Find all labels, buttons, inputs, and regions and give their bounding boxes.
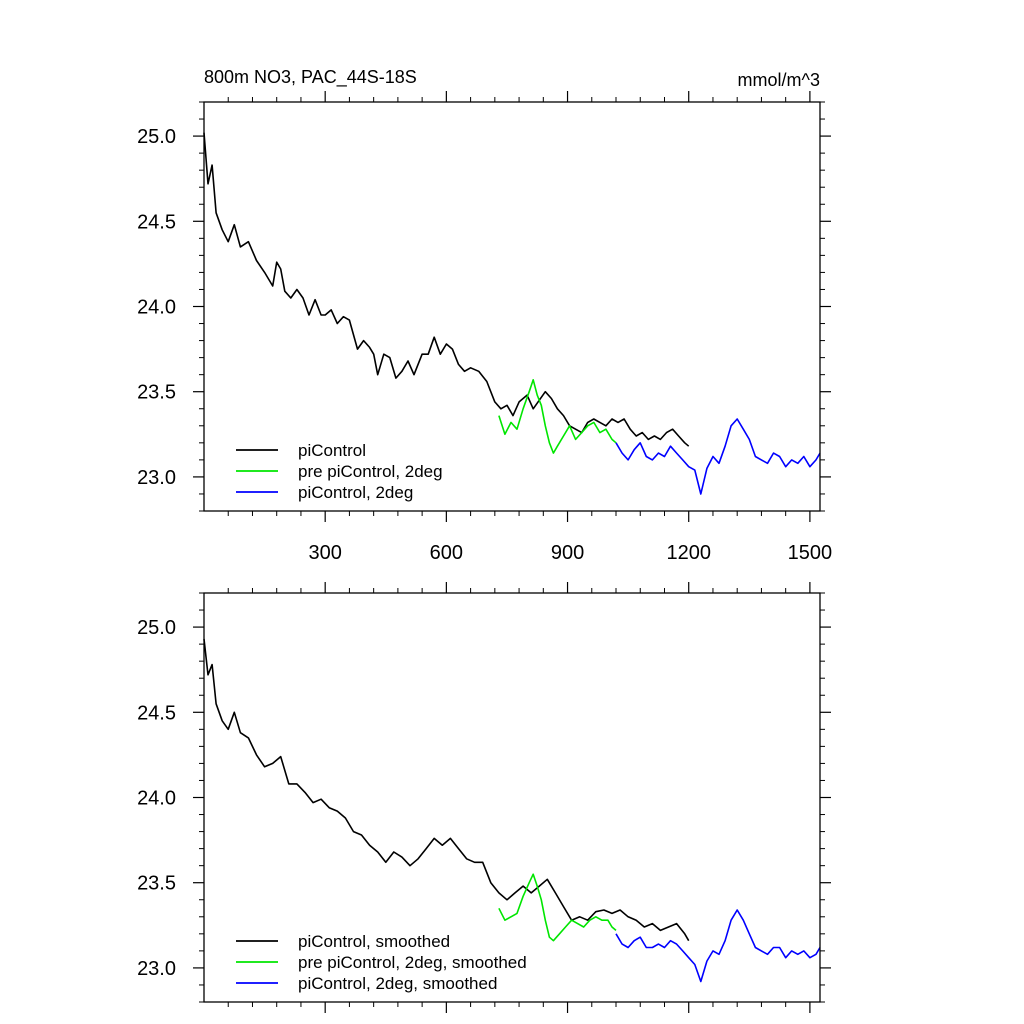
y-tick-label: 24.5 bbox=[137, 702, 176, 724]
series-layer bbox=[203, 132, 821, 495]
legend: piControl pre piControl, 2deg piControl,… bbox=[236, 441, 443, 502]
series-line-pre-picontrol-2deg bbox=[498, 378, 617, 454]
axis-layer: 300 600 900 1200 1500 23.0 23.5 24.0 24.5 25.0 bbox=[137, 91, 832, 564]
series-line-picontrol bbox=[203, 132, 690, 447]
series-layer bbox=[203, 638, 821, 983]
top-panel: 800m NO3, PAC_44S-18S mmol/m^3 300 600 900… bbox=[137, 67, 832, 564]
legend-label-picontrol-2deg: piControl, 2deg bbox=[298, 483, 413, 502]
y-tick-label: 24.5 bbox=[137, 211, 176, 233]
x-tick-label: 300 bbox=[308, 542, 341, 564]
x-tick-label: 600 bbox=[430, 542, 463, 564]
legend-label-picontrol: piControl bbox=[298, 441, 366, 460]
series-line-pre-picontrol-2deg-smoothed bbox=[498, 873, 617, 942]
y-tick-label: 24.0 bbox=[137, 788, 176, 810]
y-tick-label: 23.0 bbox=[137, 467, 176, 489]
y-tick-label: 23.5 bbox=[137, 873, 176, 895]
series-line-picontrol-2deg-smoothed bbox=[615, 909, 821, 983]
legend-label-picontrol-smoothed: piControl, smoothed bbox=[298, 932, 450, 951]
series-line-picontrol-2deg bbox=[615, 418, 821, 495]
legend: piControl, smoothed pre piControl, 2deg,… bbox=[236, 932, 527, 993]
axis-layer: 23.0 23.5 24.0 24.5 25.0 bbox=[137, 582, 831, 1013]
x-tick-label: 1200 bbox=[666, 542, 711, 564]
chart-title-left: 800m NO3, PAC_44S-18S bbox=[204, 67, 417, 88]
legend-label-pre-picontrol-2deg-smoothed: pre piControl, 2deg, smoothed bbox=[298, 953, 527, 972]
y-tick-label: 24.0 bbox=[137, 297, 176, 319]
x-tick-label: 900 bbox=[551, 542, 584, 564]
y-tick-label: 23.5 bbox=[137, 382, 176, 404]
y-tick-label: 25.0 bbox=[137, 617, 176, 639]
bottom-panel: 23.0 23.5 24.0 24.5 25.0 piControl, smoothed… bbox=[137, 582, 831, 1013]
y-tick-label: 23.0 bbox=[137, 958, 176, 980]
legend-label-pre-picontrol-2deg: pre piControl, 2deg bbox=[298, 462, 443, 481]
x-tick-label: 1500 bbox=[788, 542, 833, 564]
chart-units-label: mmol/m^3 bbox=[738, 70, 820, 90]
series-line-picontrol-smoothed bbox=[203, 638, 690, 942]
y-tick-label: 25.0 bbox=[137, 126, 176, 148]
legend-label-picontrol-2deg-smoothed: piControl, 2deg, smoothed bbox=[298, 974, 497, 993]
